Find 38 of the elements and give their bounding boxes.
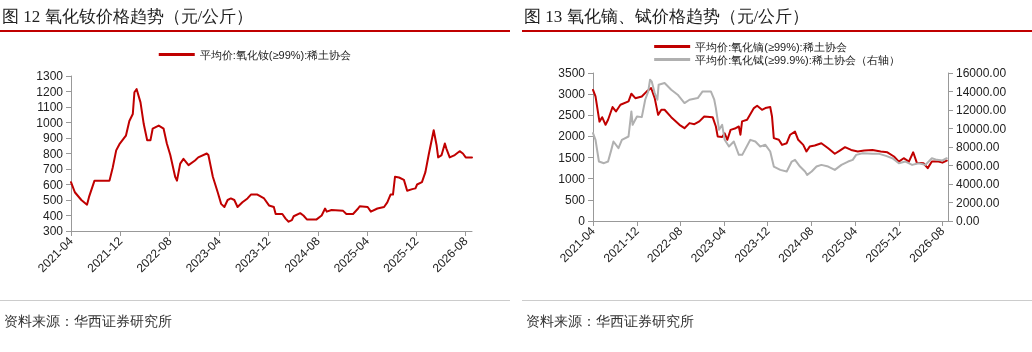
- y-tick-label: 0: [578, 214, 586, 228]
- chart-title: 图 13 氧化镝、铽价格趋势（元/公斤）: [522, 4, 1032, 32]
- y-tick-label: 1300: [36, 69, 64, 83]
- y2-tick-label: 8000.00: [956, 140, 1000, 154]
- legend-label: 平均价:氧化铽(≥99.9%):稀土协会（右轴）: [695, 53, 900, 66]
- y-tick-label: 600: [42, 177, 64, 192]
- y-tick-label: 1100: [37, 100, 64, 114]
- y-tick-label: 1000: [558, 171, 586, 186]
- y2-tick-label: 6000.00: [956, 158, 1000, 173]
- legend-label: 平均价:氧化钕(≥99%):稀土协会: [199, 48, 352, 61]
- y-tick-label: 2000: [558, 129, 586, 144]
- y-tick-label: 500: [42, 193, 64, 207]
- y2-tick-label: 4000.00: [956, 177, 1000, 191]
- y-tick-label: 300: [42, 224, 64, 238]
- line-series: [592, 78, 948, 176]
- y-tick-label: 1200: [36, 84, 64, 99]
- y-tick-label: 1000: [36, 115, 64, 130]
- y-tick-label: 2500: [558, 108, 586, 123]
- y2-tick-label: 10000.00: [956, 121, 1007, 136]
- y-tick-label: 3000: [558, 87, 586, 102]
- legend-label: 平均价:氧化镝(≥99%):稀土协会: [695, 40, 847, 53]
- y-tick-label: 800: [42, 146, 64, 161]
- line-series: [592, 87, 948, 170]
- line-series: [70, 88, 473, 223]
- y-tick-label: 1500: [558, 150, 586, 165]
- chart-title: 图 12 氧化钕价格趋势（元/公斤）: [0, 4, 510, 32]
- y2-tick-label: 0.00: [956, 214, 980, 228]
- y-tick-label: 400: [42, 208, 64, 223]
- y-tick-label: 3500: [558, 66, 586, 80]
- y-tick-label: 900: [42, 131, 64, 145]
- text: 资料来源：华西证券研究所: [525, 313, 695, 331]
- text: 资料来源：华西证券研究所: [3, 313, 173, 331]
- y2-tick-label: 16000.00: [956, 66, 1007, 80]
- y2-tick-label: 2000.00: [956, 195, 1000, 210]
- y2-tick-label: 14000.00: [956, 84, 1007, 99]
- y-tick-label: 700: [42, 162, 64, 176]
- y2-tick-label: 12000.00: [956, 103, 1007, 117]
- y-tick-label: 500: [564, 192, 586, 207]
